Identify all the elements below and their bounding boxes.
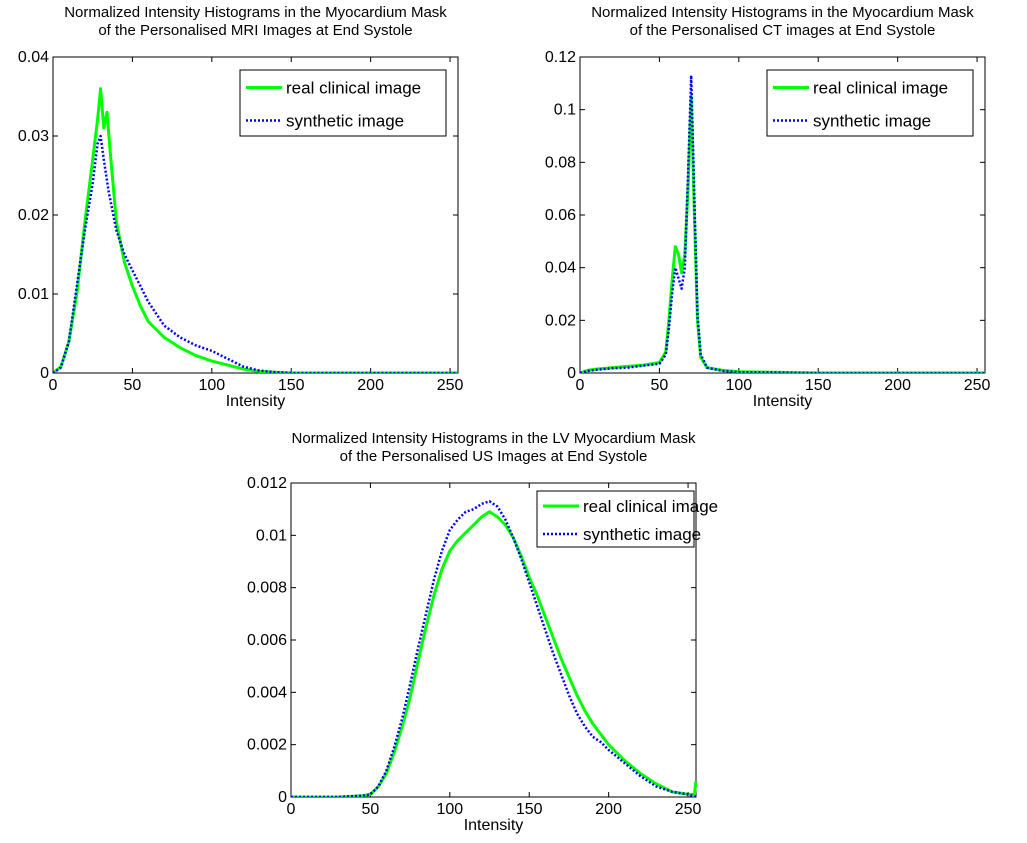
chart-title-line: Normalized Intensity Histograms in the M… [591,4,974,21]
legend-entry: real clinical image [813,79,948,98]
series-line-synthetic [580,74,985,373]
x-tick-label: 50 [362,801,380,818]
y-tick-label: 0.03 [18,128,49,145]
y-tick-label: 0.002 [247,737,287,754]
legend-entry: synthetic image [813,112,931,131]
x-tick-label: 100 [198,377,225,394]
legend-entry: synthetic image [286,112,404,131]
y-tick-label: 0.004 [247,684,287,701]
y-tick-label: 0.01 [18,286,49,303]
legend-entry: synthetic image [583,525,701,544]
x-tick-label: 200 [357,377,384,394]
y-tick-label: 0.04 [545,260,576,277]
chart-title-line: Normalized Intensity Histograms in the L… [291,430,696,447]
x-tick-label: 150 [805,377,832,394]
y-tick-label: 0.008 [247,580,287,597]
chart-title-line: of the Personalised CT images at End Sys… [630,22,936,39]
y-tick-label: 0 [278,789,287,806]
x-tick-label: 0 [576,377,585,394]
x-tick-label: 50 [124,377,142,394]
y-tick-label: 0.012 [247,475,287,492]
x-tick-label: 150 [516,801,543,818]
y-tick-label: 0.1 [554,102,576,119]
y-tick-label: 0.08 [545,154,576,171]
legend-box [239,69,447,137]
x-tick-label: 250 [437,377,464,394]
chart-2: Normalized Intensity Histograms in the M… [545,4,991,410]
x-tick-label: 200 [884,377,911,394]
chart-title-line: of the Personalised US Images at End Sys… [340,448,648,465]
x-axis-label: Intensity [753,393,813,410]
y-tick-label: 0.006 [247,632,287,649]
chart-1: Normalized Intensity Histograms in the M… [18,4,464,410]
y-tick-label: 0.02 [18,207,49,224]
x-tick-label: 50 [651,377,669,394]
series-line-real-clinical [291,510,698,797]
series-line-synthetic [53,134,458,373]
series-line-real-clinical [53,87,458,373]
legend-entry: real clinical image [583,497,718,516]
x-tick-label: 250 [964,377,991,394]
y-tick-label: 0.04 [18,49,49,66]
series-line-synthetic [291,500,697,797]
x-tick-label: 100 [725,377,752,394]
x-tick-label: 150 [278,377,305,394]
legend-box [766,69,974,137]
y-tick-label: 0 [567,365,576,382]
x-axis-label: Intensity [226,393,286,410]
x-axis-label: Intensity [464,817,524,834]
y-tick-label: 0.12 [545,49,576,66]
x-tick-label: 200 [595,801,622,818]
y-tick-label: 0.06 [545,207,576,224]
x-tick-label: 0 [287,801,296,818]
legend-entry: real clinical image [286,79,421,98]
chart-title-line: Normalized Intensity Histograms in the M… [64,4,447,21]
chart-3: Normalized Intensity Histograms in the L… [247,430,718,834]
y-tick-label: 0.02 [545,312,576,329]
x-tick-label: 0 [49,377,58,394]
legend-box [536,490,695,548]
x-tick-label: 250 [675,801,702,818]
y-tick-label: 0.01 [256,527,287,544]
chart-title-line: of the Personalised MRI Images at End Sy… [98,22,412,39]
y-tick-label: 0 [40,365,49,382]
x-tick-label: 100 [436,801,463,818]
